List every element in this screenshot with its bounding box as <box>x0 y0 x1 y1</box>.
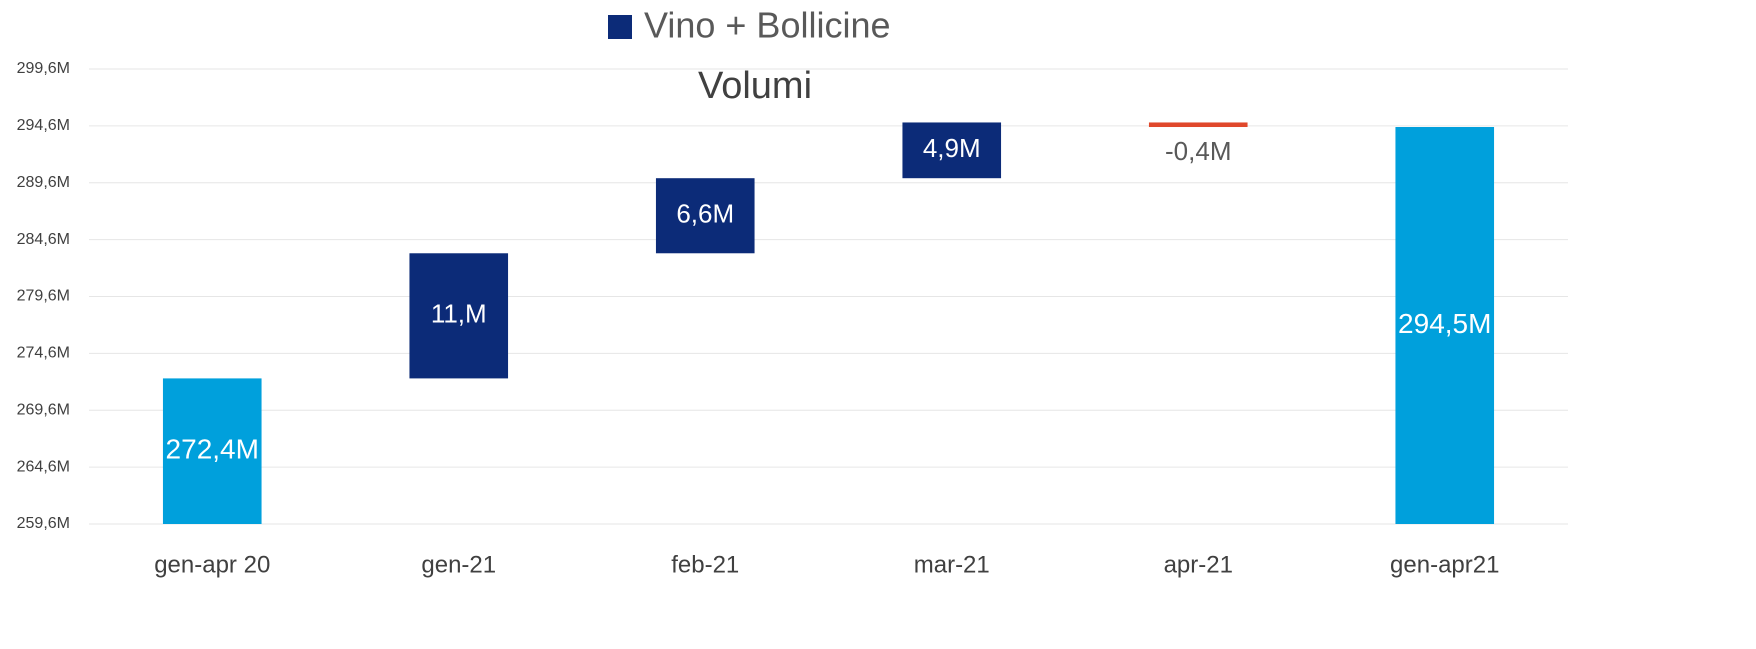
x-tick-label: apr-21 <box>1164 551 1233 578</box>
bar <box>655 178 755 254</box>
x-tick-label: gen-apr21 <box>1390 551 1499 578</box>
y-tick-label: 299,6M <box>17 60 70 77</box>
bar <box>409 253 509 379</box>
x-tick-label: feb-21 <box>671 551 739 578</box>
y-tick-label: 264,6M <box>17 458 70 475</box>
bar <box>902 122 1002 179</box>
data-label: 4,9M <box>923 133 981 163</box>
bar <box>1395 127 1495 524</box>
y-tick-label: 274,6M <box>17 345 70 362</box>
y-tick-label: 279,6M <box>17 288 70 305</box>
y-tick-label: 259,6M <box>17 515 70 532</box>
y-tick-label: 269,6M <box>17 401 70 418</box>
data-label: 272,4M <box>166 434 259 465</box>
data-label: 6,6M <box>676 199 734 229</box>
bar <box>1148 122 1248 128</box>
bar <box>162 378 262 524</box>
data-label: -0,4M <box>1165 136 1231 166</box>
x-tick-label: gen-apr 20 <box>154 551 270 578</box>
legend-label: Vino + Bollicine <box>644 5 891 46</box>
y-tick-label: 284,6M <box>17 231 70 248</box>
data-label: 294,5M <box>1398 308 1491 339</box>
y-tick-label: 294,6M <box>17 117 70 134</box>
y-tick-label: 289,6M <box>17 174 70 191</box>
legend-swatch <box>608 15 632 39</box>
x-tick-label: mar-21 <box>914 551 990 578</box>
data-label: 11,M <box>431 299 487 329</box>
x-tick-label: gen-21 <box>421 551 496 578</box>
chart-title: Volumi <box>698 65 812 107</box>
